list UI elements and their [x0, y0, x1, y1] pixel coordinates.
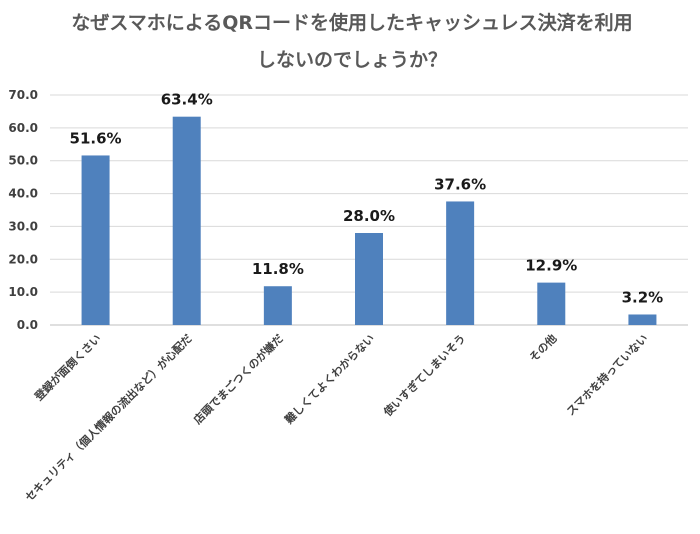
- y-tick-label: 50.0: [8, 154, 38, 168]
- x-tick-label: 使いすぎてしまいそう: [380, 331, 468, 419]
- bar: [537, 282, 566, 325]
- y-tick-label: 30.0: [8, 219, 38, 233]
- y-axis-ticks: 0.0 10.0 20.0 30.0 40.0 50.0 60.0 70.0: [8, 88, 38, 332]
- bars: [81, 116, 657, 325]
- chart-title-line-2: しないのでしょうか？: [257, 49, 447, 71]
- x-tick-label: セキュリティ（個人情報の流出など）が心配だ: [22, 331, 195, 504]
- bar: [446, 201, 475, 325]
- data-label: 28.0%: [343, 207, 395, 225]
- x-tick-label: 店頭でまごつくのが嫌だ: [191, 331, 286, 426]
- x-tick-label: スマホを持っていない: [563, 331, 650, 418]
- data-label: 63.4%: [161, 91, 213, 109]
- x-tick-label: 登録が面倒くさい: [31, 331, 104, 404]
- bar: [263, 286, 292, 325]
- y-tick-label: 60.0: [8, 121, 38, 135]
- x-tick-label: その他: [526, 331, 559, 364]
- data-label: 3.2%: [622, 288, 664, 306]
- bar: [172, 116, 201, 325]
- bar: [628, 314, 657, 325]
- x-axis-ticks: 登録が面倒くさいセキュリティ（個人情報の流出など）が心配だ店頭でまごつくのが嫌だ…: [22, 331, 650, 504]
- chart-title-line-1: なぜスマホによるQRコードを使用したキャッシュレス決済を利用: [71, 11, 632, 34]
- y-tick-label: 20.0: [8, 252, 38, 266]
- data-label: 51.6%: [70, 129, 122, 147]
- y-tick-label: 40.0: [8, 187, 38, 201]
- x-tick-label: 難しくてよくわからない: [282, 331, 377, 426]
- data-label: 11.8%: [252, 260, 304, 278]
- y-tick-label: 70.0: [8, 88, 38, 102]
- bar: [81, 155, 110, 325]
- bar: [355, 233, 383, 325]
- data-labels: 51.6% 63.4% 11.8% 28.0% 37.6% 12.9% 3.2%: [70, 91, 664, 307]
- data-label: 37.6%: [434, 175, 486, 193]
- y-tick-label: 10.0: [8, 285, 38, 299]
- data-label: 12.9%: [525, 257, 577, 275]
- y-tick-label: 0.0: [17, 318, 38, 332]
